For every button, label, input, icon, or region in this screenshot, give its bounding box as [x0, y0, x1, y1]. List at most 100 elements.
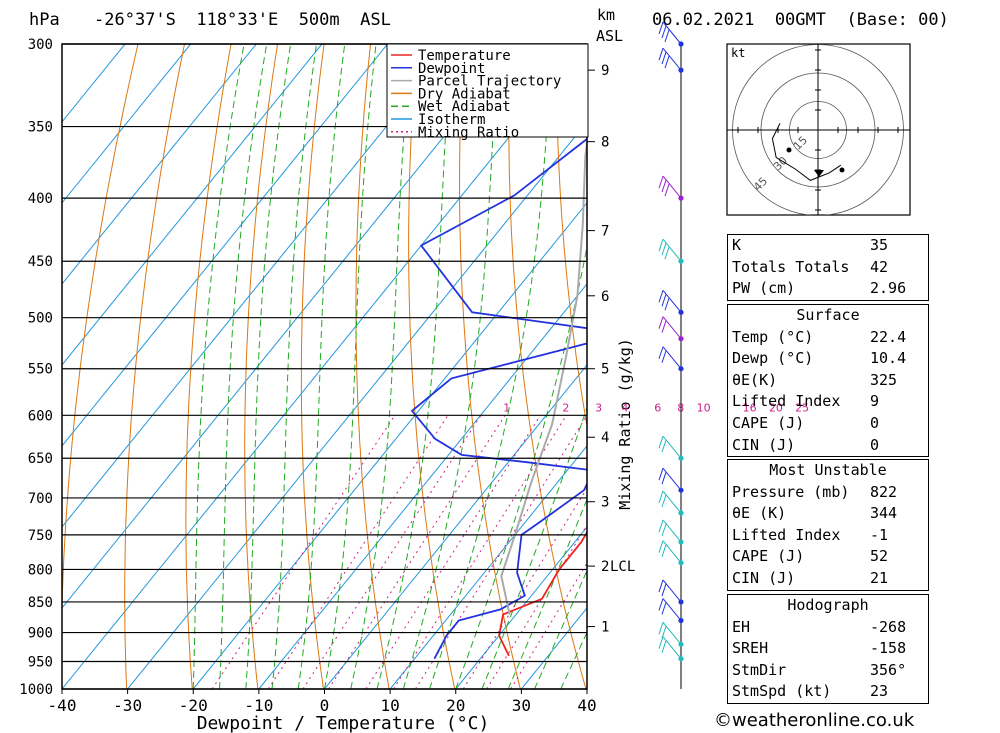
row-label: CIN (J): [732, 435, 796, 454]
pressure-tick-label: 400: [28, 191, 53, 207]
dry-adiabat: [355, 44, 390, 689]
asl-unit-label: ASL: [596, 27, 624, 45]
row-value: 325: [870, 370, 898, 389]
wind-barb: [658, 467, 682, 491]
mixing-ratio-label: 3: [595, 401, 602, 414]
table-header: Hodograph: [787, 596, 869, 614]
pressure-tick-label: 1000: [19, 682, 53, 698]
isotherm-line: [62, 44, 585, 689]
x-tick-label: -40: [48, 696, 77, 715]
table-row: EH -268: [728, 617, 928, 639]
wind-barb: [658, 238, 682, 262]
table-row: PW (cm) 2.96: [728, 278, 928, 300]
row-label: SREH: [732, 639, 769, 658]
table-row: Totals Totals 42: [728, 257, 928, 279]
wet-adiabat: [192, 44, 245, 689]
row-value: 9: [870, 392, 880, 411]
wind-barb: [658, 47, 682, 71]
series-parcel-trajectory: [500, 136, 587, 615]
mixing-ratio-line: [462, 487, 587, 689]
row-label: θE(K): [732, 370, 778, 389]
dry-adiabat: [244, 44, 279, 689]
table-row: CIN (J) 21: [728, 568, 928, 590]
series-temperature: [498, 530, 587, 657]
legend-item: Dewpoint: [418, 61, 485, 77]
row-label: CAPE (J): [732, 413, 805, 432]
row-label: StmDir: [732, 660, 787, 679]
table-row: StmDir 356°: [728, 660, 928, 682]
datetime-title: 06.02.2021 00GMT (Base: 00): [652, 10, 949, 30]
legend-item: Isotherm: [418, 112, 485, 128]
row-value: 0: [870, 413, 880, 432]
mixing-ratio-label: 4: [621, 401, 628, 414]
legend-box: [386, 43, 589, 138]
row-value: -1: [870, 525, 889, 544]
wind-barb: [658, 21, 682, 45]
table-row: θE (K) 344: [728, 503, 928, 525]
x-tick-label: 20: [446, 696, 465, 715]
table-row: CAPE (J) 52: [728, 546, 928, 568]
pressure-tick-label: 450: [28, 254, 53, 270]
credit-text: ©weatheronline.co.uk: [714, 710, 915, 731]
wind-barb: [658, 435, 682, 459]
row-value: -158: [870, 639, 907, 658]
x-tick-label: -30: [113, 696, 142, 715]
row-label: Temp (°C): [732, 327, 814, 346]
mixing-ratio-line: [328, 415, 506, 689]
table-header: Most Unstable: [769, 461, 887, 479]
km-tick-label: 9: [601, 63, 609, 79]
isotherm-line: [62, 44, 323, 366]
x-tick-label: -20: [179, 696, 208, 715]
table-row: CIN (J) 0: [728, 435, 928, 457]
pressure-tick-label: 500: [28, 311, 53, 327]
row-label: Lifted Index: [732, 525, 841, 544]
dry-adiabat: [555, 44, 587, 429]
isotherm-line: [455, 526, 587, 689]
legend-item: Dry Adiabat: [418, 86, 511, 102]
pressure-tick-label: 700: [28, 491, 53, 507]
x-tick-label: 40: [577, 696, 596, 715]
row-value: 0: [870, 435, 880, 454]
row-label: Dewp (°C): [732, 349, 814, 368]
legend-item: Wet Adiabat: [418, 99, 511, 115]
wind-barb: [658, 316, 682, 339]
table-row: K 35: [728, 235, 928, 257]
legend-item: Temperature: [418, 48, 511, 64]
pressure-tick-label: 300: [28, 37, 53, 53]
row-label: K: [732, 236, 742, 254]
row-value: 10.4: [870, 349, 907, 368]
location-title: -26°37'S 118°33'E 500m ASL: [94, 10, 391, 30]
km-tick-label: 7: [601, 224, 609, 240]
dry-adiabat: [124, 44, 185, 689]
x-axis-label: Dewpoint / Temperature (°C): [197, 713, 490, 733]
wind-barb: [658, 622, 682, 645]
row-value: 21: [870, 568, 889, 587]
x-tick-label: 0: [320, 696, 330, 715]
km-tick-label: 1: [601, 620, 609, 636]
isotherm-line: [62, 44, 520, 609]
wind-barb: [658, 175, 682, 199]
mixing-ratio-label: 16: [743, 401, 757, 414]
legend-item: Parcel Trajectory: [418, 74, 561, 90]
row-label: StmSpd (kt): [732, 682, 832, 701]
mixing-ratio-axis-label: Mixing Ratio (g/kg): [616, 338, 634, 510]
wet-adiabat: [429, 44, 553, 689]
wet-adiabat: [534, 569, 587, 689]
mixing-ratio-label: 6: [654, 401, 661, 414]
wind-barb: [658, 289, 682, 313]
row-label: Pressure (mb): [732, 482, 850, 501]
table-row: Pressure (mb) 822: [728, 482, 928, 504]
pressure-tick-label: 750: [28, 528, 53, 544]
dry-adiabat: [185, 44, 232, 689]
row-label: Totals Totals: [732, 257, 850, 276]
row-value: 822: [870, 482, 898, 501]
table-row: CAPE (J) 0: [728, 413, 928, 435]
row-label: CIN (J): [732, 568, 796, 587]
row-label: PW (cm): [732, 279, 796, 298]
km-tick-label: 6: [601, 289, 609, 305]
wind-barb: [658, 519, 682, 543]
hodograph-trace: [771, 123, 842, 181]
mixing-ratio-label: 25: [795, 401, 809, 414]
row-value: 52: [870, 547, 889, 566]
table-row: θE(K) 325: [728, 370, 928, 392]
